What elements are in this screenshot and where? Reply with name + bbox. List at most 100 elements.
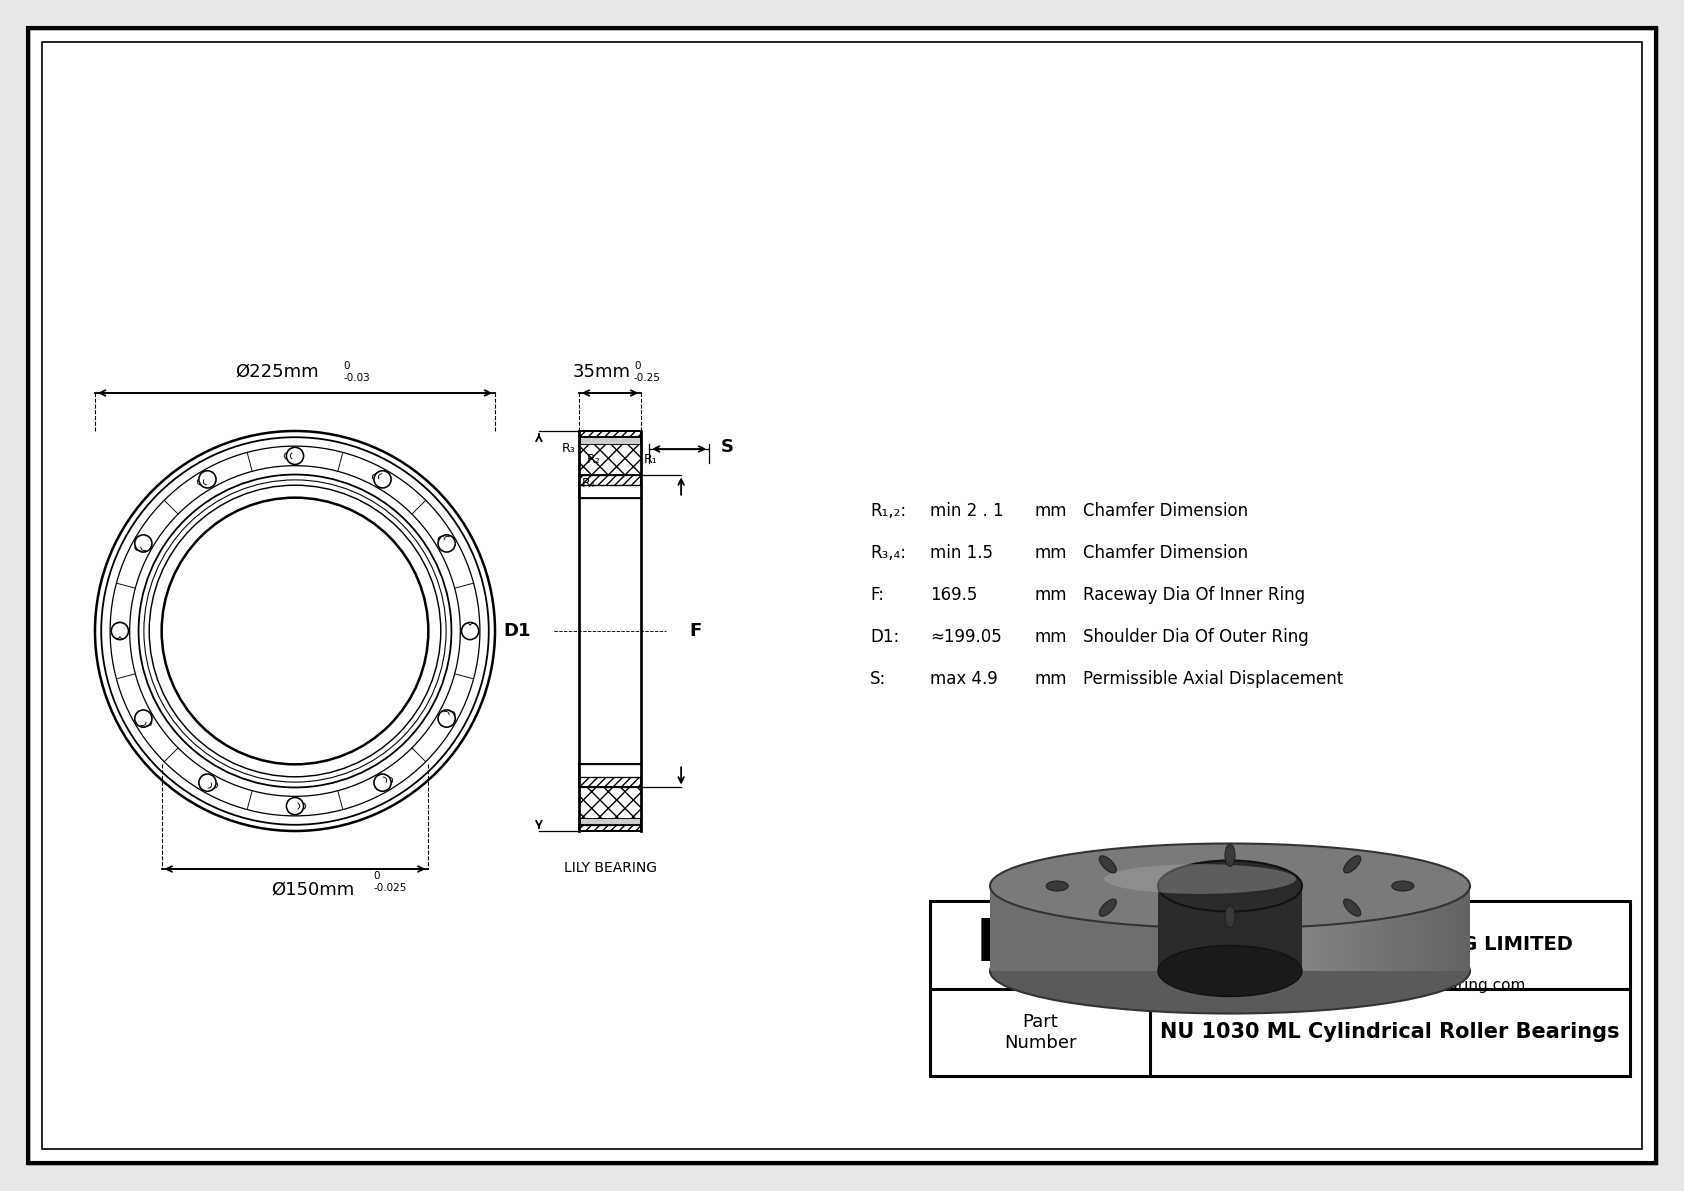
Circle shape	[286, 798, 303, 815]
Circle shape	[438, 710, 455, 728]
Text: mm: mm	[1036, 628, 1068, 646]
Bar	[1270, 886, 1278, 971]
Text: F:: F:	[871, 586, 884, 604]
Text: S:: S:	[871, 671, 886, 688]
Circle shape	[286, 448, 303, 464]
Text: -0.25: -0.25	[633, 373, 660, 384]
Ellipse shape	[1159, 946, 1302, 997]
Bar	[1319, 886, 1325, 971]
Bar	[579, 437, 640, 444]
Bar	[1310, 886, 1319, 971]
Bar	[1261, 886, 1270, 971]
Bar	[1453, 886, 1462, 971]
Text: ≈199.05: ≈199.05	[930, 628, 1002, 646]
Text: mm: mm	[1036, 671, 1068, 688]
Text: NU 1030 ML Cylindrical Roller Bearings: NU 1030 ML Cylindrical Roller Bearings	[1160, 1022, 1620, 1042]
Text: mm: mm	[1036, 501, 1068, 520]
Text: Chamfer Dimension: Chamfer Dimension	[1083, 544, 1248, 562]
Circle shape	[199, 774, 216, 791]
Text: R₃: R₃	[562, 442, 576, 455]
Bar	[1462, 886, 1470, 971]
Circle shape	[111, 623, 128, 640]
Bar	[1229, 886, 1238, 971]
Text: 35mm: 35mm	[573, 363, 632, 381]
Bar	[1293, 886, 1302, 971]
Bar	[1415, 886, 1421, 971]
Text: R₄: R₄	[583, 476, 596, 490]
Bar	[579, 485, 642, 498]
Text: S: S	[721, 438, 734, 456]
Text: F: F	[689, 622, 701, 640]
Bar	[1421, 886, 1430, 971]
Circle shape	[135, 535, 152, 553]
Bar	[1357, 886, 1366, 971]
Ellipse shape	[1344, 856, 1361, 873]
Bar	[579, 474, 642, 498]
Text: min 1.5: min 1.5	[930, 544, 994, 562]
Text: min 2 . 1: min 2 . 1	[930, 501, 1004, 520]
Bar	[1334, 886, 1342, 971]
Text: Raceway Dia Of Inner Ring: Raceway Dia Of Inner Ring	[1083, 586, 1305, 604]
Text: ®: ®	[1116, 917, 1133, 935]
Ellipse shape	[1224, 844, 1234, 866]
Text: 0: 0	[372, 871, 379, 881]
Circle shape	[135, 710, 152, 728]
Bar	[930, 902, 1630, 1075]
Bar	[579, 474, 642, 498]
Text: -0.025: -0.025	[372, 883, 406, 893]
Text: R₁,₂:: R₁,₂:	[871, 501, 906, 520]
Bar	[579, 431, 642, 437]
Text: 0: 0	[633, 361, 640, 372]
Bar	[579, 825, 642, 831]
Text: LILY BEARING: LILY BEARING	[564, 861, 657, 875]
Text: max 4.9: max 4.9	[930, 671, 997, 688]
Bar	[1351, 886, 1357, 971]
Ellipse shape	[1046, 881, 1068, 891]
Text: 169.5: 169.5	[930, 586, 977, 604]
Text: R₃,₄:: R₃,₄:	[871, 544, 906, 562]
Circle shape	[374, 470, 391, 488]
Bar	[579, 437, 642, 474]
Text: mm: mm	[1036, 544, 1068, 562]
Bar	[1406, 886, 1415, 971]
Bar	[1159, 886, 1302, 971]
Bar	[1430, 886, 1438, 971]
Bar	[1342, 886, 1351, 971]
Text: mm: mm	[1036, 586, 1068, 604]
Bar	[579, 431, 642, 437]
Ellipse shape	[1224, 905, 1234, 928]
Ellipse shape	[1159, 861, 1302, 911]
Bar	[1287, 886, 1293, 971]
Text: Ø225mm: Ø225mm	[236, 363, 318, 381]
Bar	[1278, 886, 1287, 971]
Bar	[1366, 886, 1374, 971]
Text: D1:: D1:	[871, 628, 899, 646]
Text: Permissible Axial Displacement: Permissible Axial Displacement	[1083, 671, 1344, 688]
Circle shape	[199, 470, 216, 488]
Circle shape	[461, 623, 478, 640]
Bar	[1255, 886, 1261, 971]
Ellipse shape	[1344, 899, 1361, 916]
Ellipse shape	[1100, 856, 1116, 873]
Circle shape	[438, 535, 455, 553]
Bar	[579, 787, 642, 825]
Ellipse shape	[1391, 881, 1415, 891]
Text: LILY: LILY	[975, 916, 1105, 973]
Text: Ø150mm: Ø150mm	[271, 881, 355, 899]
Bar	[579, 765, 642, 777]
Ellipse shape	[990, 929, 1470, 1014]
Text: Shoulder Dia Of Outer Ring: Shoulder Dia Of Outer Ring	[1083, 628, 1308, 646]
Bar	[1438, 886, 1447, 971]
Ellipse shape	[1100, 899, 1116, 916]
Ellipse shape	[1105, 865, 1297, 894]
Bar	[990, 886, 1470, 971]
Text: Chamfer Dimension: Chamfer Dimension	[1083, 501, 1248, 520]
Text: -0.03: -0.03	[344, 373, 370, 384]
Ellipse shape	[990, 843, 1470, 929]
Bar	[579, 437, 642, 474]
Text: Part
Number: Part Number	[1004, 1012, 1076, 1052]
Bar	[1246, 886, 1255, 971]
Bar	[579, 787, 642, 825]
Bar	[579, 825, 642, 831]
Bar	[579, 765, 642, 787]
